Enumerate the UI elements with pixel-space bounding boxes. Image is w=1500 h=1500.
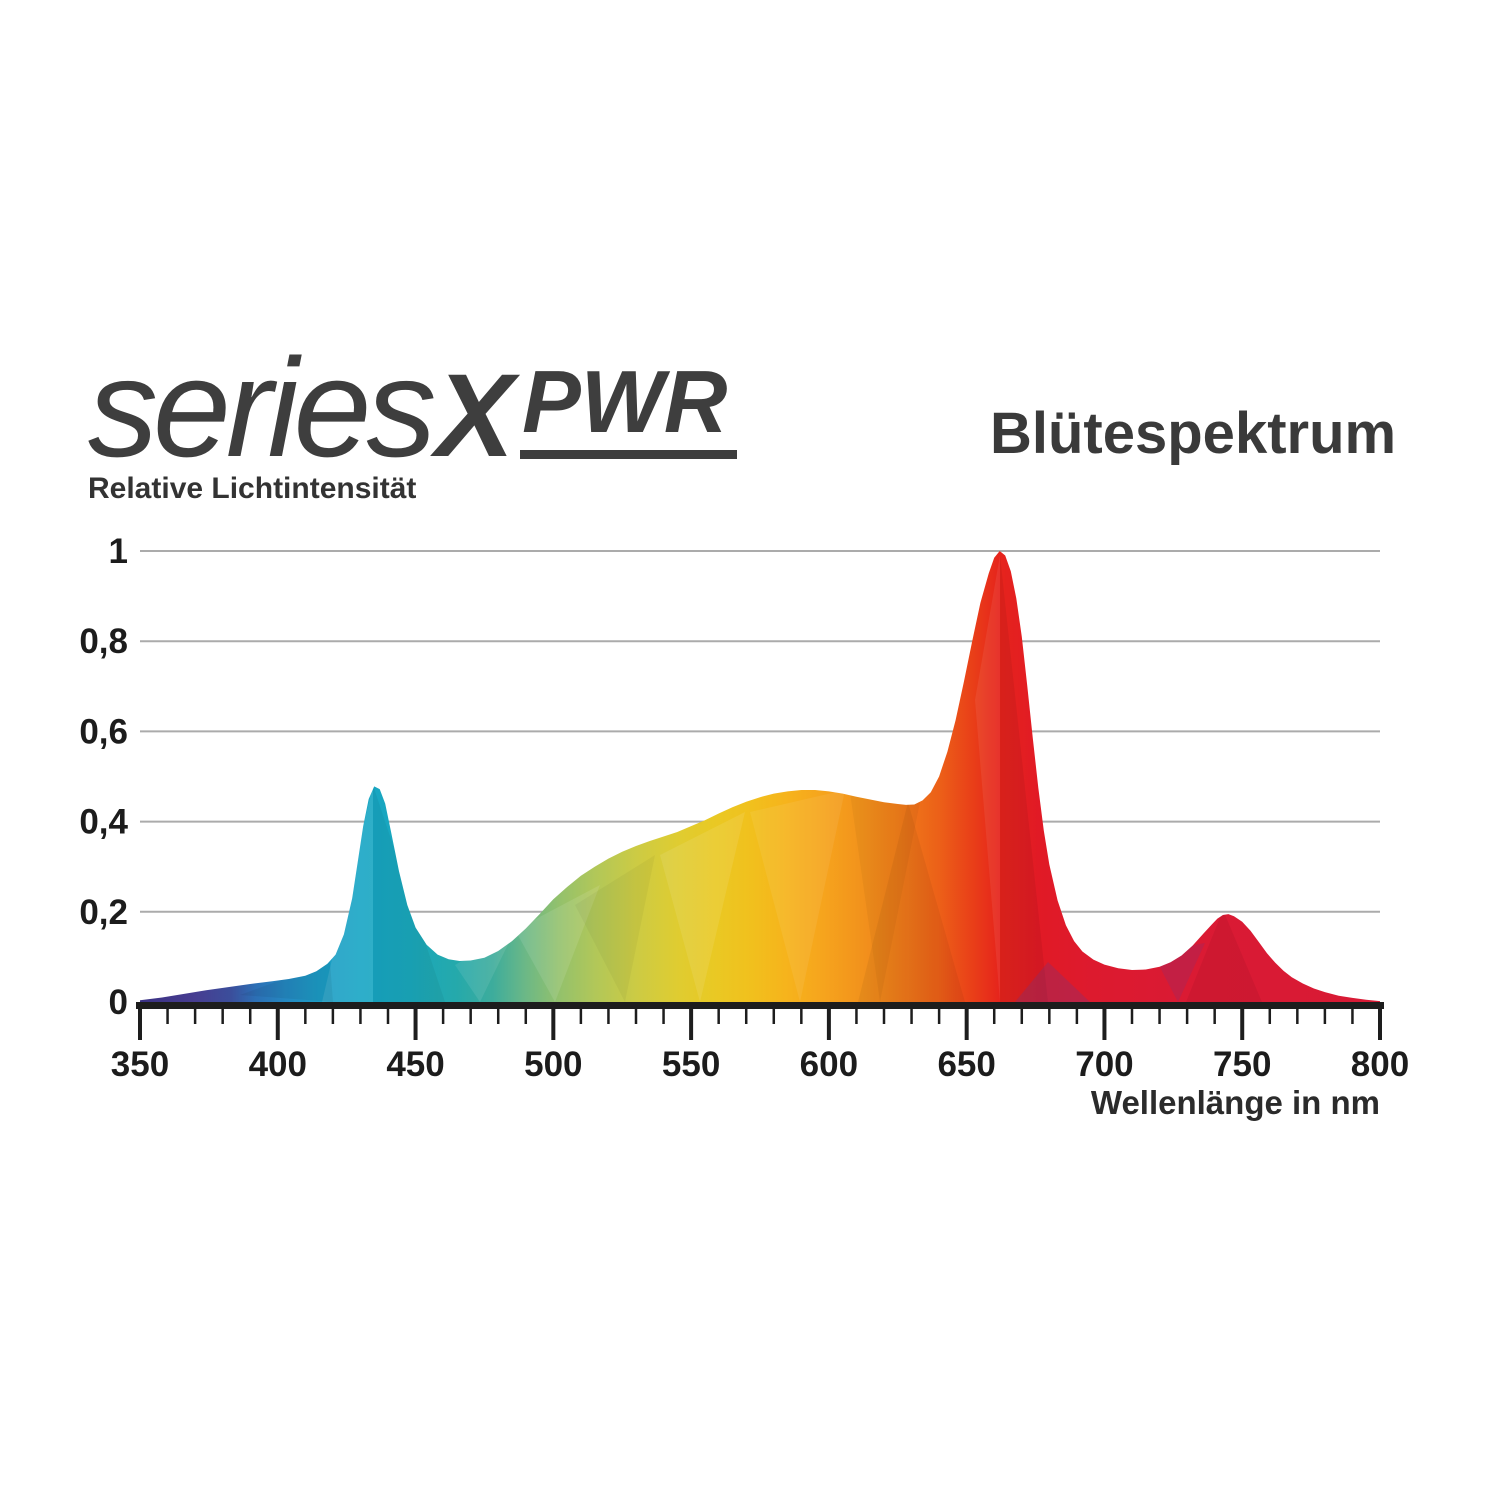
- facet: [975, 555, 1000, 1002]
- facet: [1000, 555, 1048, 1002]
- x-tick-marks: [138, 1007, 1382, 1040]
- x-axis-baseline: [136, 1002, 1384, 1009]
- x-tick-label: 500: [524, 1045, 582, 1084]
- facet: [858, 802, 965, 1002]
- x-tick-labels: 350 400 450 500 550 600 650 700 750 800: [111, 1045, 1409, 1084]
- y-axis-title: Relative Lichtintensität: [88, 472, 417, 505]
- x-tick-label: 350: [111, 1045, 169, 1084]
- facet: [750, 790, 845, 1002]
- x-tick-label: 550: [662, 1045, 720, 1084]
- spectrum-area: [140, 551, 1380, 1002]
- facet: [1015, 962, 1090, 1002]
- x-axis-title: Wellenlänge in nm: [1090, 1084, 1380, 1121]
- x-tick-label: 450: [386, 1045, 444, 1084]
- brand-logo: series X PWR: [88, 329, 738, 486]
- y-tick-label: 0,2: [79, 893, 128, 932]
- facet: [575, 855, 655, 1002]
- facet: [660, 812, 745, 1002]
- logo-x-text: X: [435, 350, 515, 482]
- y-tick-label: 1: [109, 532, 128, 571]
- x-tick-label: 800: [1351, 1045, 1409, 1084]
- x-tick-label: 400: [249, 1045, 307, 1084]
- y-tick-label: 0,8: [79, 622, 128, 661]
- x-tick-label: 600: [800, 1045, 858, 1084]
- y-tick-label: 0: [109, 983, 128, 1022]
- facet: [1186, 910, 1262, 1002]
- chart-title: Blütespektrum: [990, 401, 1397, 466]
- facet: [850, 793, 920, 1002]
- y-tick-label: 0,6: [79, 712, 128, 751]
- x-tick-label: 700: [1075, 1045, 1133, 1084]
- logo-series-text: series: [88, 329, 436, 486]
- x-tick-label: 650: [937, 1045, 995, 1084]
- y-tick-label: 0,4: [79, 803, 128, 842]
- x-tick-label: 750: [1213, 1045, 1271, 1084]
- logo-pwr-underline: PWR: [520, 358, 738, 459]
- logo-pwr-text: PWR: [520, 358, 738, 459]
- facet: [240, 962, 333, 1002]
- facet: [515, 885, 600, 1002]
- y-tick-labels: 0 0,2 0,4 0,6 0,8 1: [79, 532, 128, 1022]
